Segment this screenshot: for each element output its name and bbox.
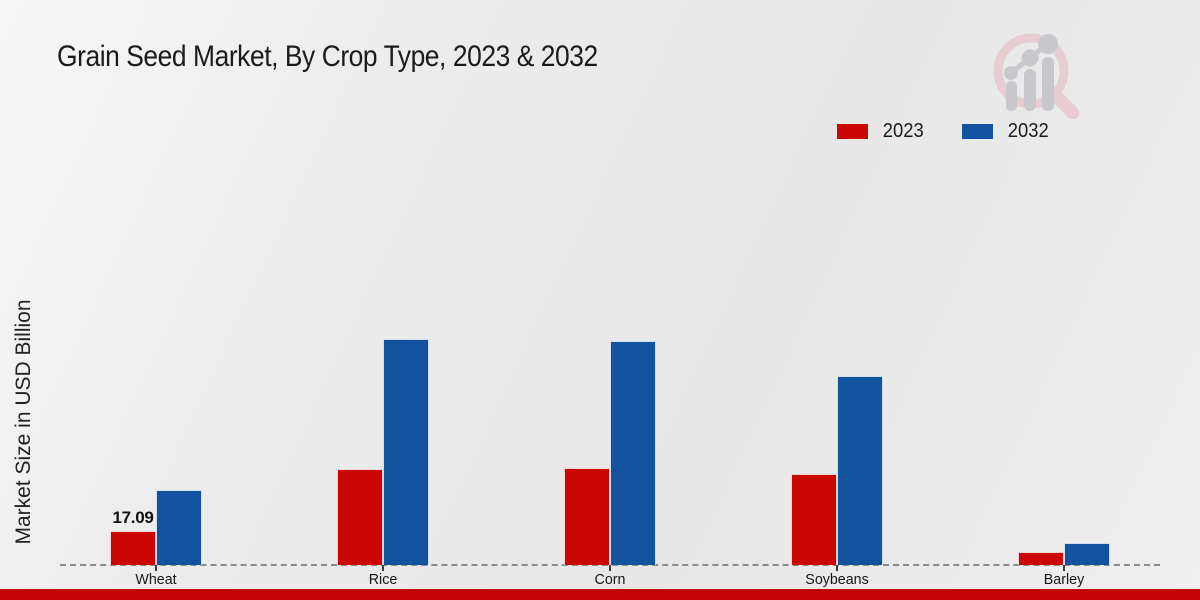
bar-rice-2023 — [337, 469, 383, 565]
legend-item-2032: 2032 — [961, 120, 1051, 143]
x-axis-tick — [609, 565, 611, 571]
x-axis-tick — [836, 565, 838, 571]
x-axis-tick — [155, 565, 157, 571]
legend: 2023 2032 — [837, 120, 1050, 143]
bar-rice-2032 — [383, 339, 429, 565]
bar-soybeans-2032 — [837, 376, 883, 565]
bar-barley-2032 — [1064, 543, 1110, 565]
bar-corn-2023 — [564, 468, 610, 565]
x-axis-label-wheat: Wheat — [135, 571, 177, 588]
bar-soybeans-2023 — [791, 474, 837, 565]
bar-wheat-2023 — [110, 531, 156, 565]
legend-label-2032: 2032 — [1007, 120, 1049, 142]
footer-red-strip — [0, 589, 1200, 600]
x-axis-label-corn: Corn — [594, 571, 626, 588]
x-axis-tick — [1063, 565, 1065, 571]
chart-title: Grain Seed Market, By Crop Type, 2023 & … — [57, 40, 598, 73]
x-axis-tick — [382, 565, 384, 571]
x-axis-label-barley: Barley — [1043, 571, 1085, 588]
legend-swatch-2023 — [837, 124, 868, 139]
data-label-wheat-2023: 17.09 — [112, 507, 154, 527]
x-axis-label-soybeans: Soybeans — [805, 571, 869, 588]
legend-label-2023: 2023 — [882, 120, 924, 142]
magnifier-bar-chart-logo — [993, 33, 1080, 119]
x-axis-label-rice: Rice — [368, 571, 398, 588]
bar-barley-2023 — [1018, 552, 1064, 565]
bar-wheat-2032 — [156, 490, 202, 565]
legend-item-2023: 2023 — [837, 120, 926, 143]
bar-corn-2032 — [610, 341, 656, 565]
legend-swatch-2032 — [961, 124, 993, 139]
